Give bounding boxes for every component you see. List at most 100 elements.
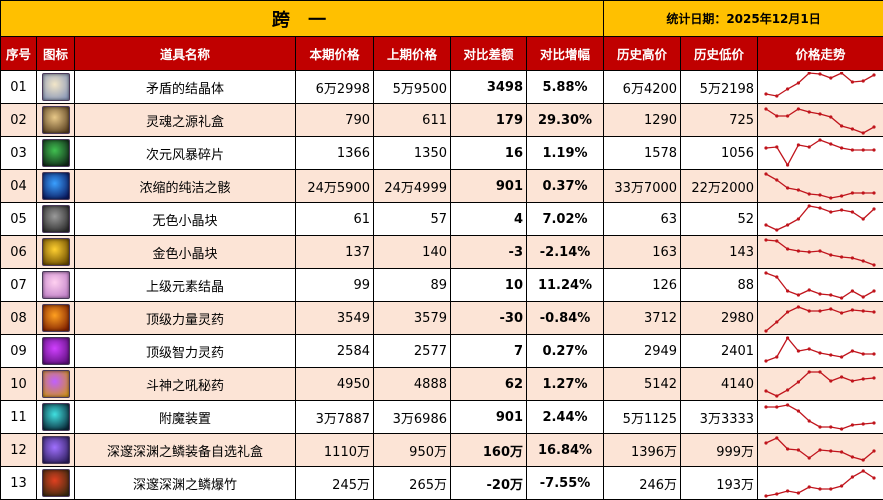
crystal-icon xyxy=(41,73,70,101)
price-change-pct: 1.19% xyxy=(525,136,605,170)
historical-high: 3712 xyxy=(603,301,682,335)
current-price: 1110万 xyxy=(295,433,374,467)
row-index: 02 xyxy=(0,103,37,137)
sparkline-chart xyxy=(764,237,876,267)
table-row: 03 次元风暴碎片 1366 1350 16 1.19% 1578 1056 xyxy=(0,136,883,170)
price-change-pct: 29.30% xyxy=(525,103,605,137)
previous-price: 4888 xyxy=(373,367,451,401)
power-elixir-icon xyxy=(41,304,70,332)
historical-high: 163 xyxy=(603,235,682,269)
historical-high: 33万7000 xyxy=(603,169,682,203)
current-price: 137 xyxy=(295,235,374,269)
previous-price: 57 xyxy=(373,202,451,236)
historical-low: 1056 xyxy=(680,136,759,170)
col-header-hist-low: 历史低价 xyxy=(680,36,759,71)
table-row: 04 浓缩的纯洁之骸 24万5900 24万4999 901 0.37% 33万… xyxy=(0,169,883,203)
item-icon-cell xyxy=(36,466,75,500)
current-price: 2584 xyxy=(295,334,374,368)
firecracker-icon xyxy=(41,469,70,497)
price-trend-sparkline xyxy=(757,433,883,467)
price-diff: -3 xyxy=(450,235,527,269)
item-icon-cell xyxy=(36,136,75,170)
row-index: 09 xyxy=(0,334,37,368)
historical-high: 126 xyxy=(603,268,682,302)
price-diff: -30 xyxy=(450,301,527,335)
sparkline-chart xyxy=(764,171,876,200)
price-change-pct: 0.27% xyxy=(525,334,605,368)
previous-price: 5万9500 xyxy=(373,70,451,104)
historical-high: 1290 xyxy=(603,103,682,137)
table-row: 10 斗神之吼秘药 4950 4888 62 1.27% 5142 4140 xyxy=(0,367,883,401)
header-row: 序号 图标 道具名称 本期价格 上期价格 对比差额 对比增幅 历史高价 历史低价… xyxy=(0,36,883,71)
sparkline-chart xyxy=(764,402,876,431)
price-change-pct: 11.24% xyxy=(525,268,605,302)
col-header-pct: 对比增幅 xyxy=(525,36,605,71)
col-header-name: 道具名称 xyxy=(74,36,296,71)
table-row: 08 顶级力量灵药 3549 3579 -30 -0.84% 3712 2980 xyxy=(0,301,883,335)
sparkline-chart xyxy=(764,71,876,98)
stat-date: 统计日期：2025年12月1日 xyxy=(603,0,883,37)
item-name: 顶级力量灵药 xyxy=(74,301,296,335)
intellect-elixir-icon xyxy=(41,337,70,365)
item-icon-cell xyxy=(36,169,75,203)
historical-low: 22万2000 xyxy=(680,169,759,203)
current-price: 4950 xyxy=(295,367,374,401)
sparkline-chart xyxy=(764,369,876,398)
previous-price: 140 xyxy=(373,235,451,269)
row-index: 10 xyxy=(0,367,37,401)
row-index: 05 xyxy=(0,202,37,236)
col-header-trend: 价格走势 xyxy=(757,36,883,71)
row-index: 06 xyxy=(0,235,37,269)
price-diff: 62 xyxy=(450,367,527,401)
row-index: 01 xyxy=(0,70,37,104)
table-row: 09 顶级智力灵药 2584 2577 7 0.27% 2949 2401 xyxy=(0,334,883,368)
sparkline-chart xyxy=(764,304,876,333)
table-row: 01 矛盾的结晶体 6万2998 5万9500 3498 5.88% 6万420… xyxy=(0,70,883,104)
item-name: 顶级智力灵药 xyxy=(74,334,296,368)
price-trend-sparkline xyxy=(757,202,883,236)
col-header-previous-price: 上期价格 xyxy=(373,36,451,71)
price-diff: 160万 xyxy=(450,433,527,467)
current-price: 3万7887 xyxy=(295,400,374,434)
previous-price: 3579 xyxy=(373,301,451,335)
row-index: 13 xyxy=(0,466,37,500)
historical-low: 88 xyxy=(680,268,759,302)
essence-icon xyxy=(41,172,70,200)
price-diff: 10 xyxy=(450,268,527,302)
price-change-pct: 1.27% xyxy=(525,367,605,401)
historical-high: 5万1125 xyxy=(603,400,682,434)
price-change-pct: -0.84% xyxy=(525,301,605,335)
previous-price: 89 xyxy=(373,268,451,302)
previous-price: 611 xyxy=(373,103,451,137)
element-crystal-icon xyxy=(41,271,70,299)
row-index: 12 xyxy=(0,433,37,467)
previous-price: 950万 xyxy=(373,433,451,467)
sparkline-chart xyxy=(764,270,876,300)
item-icon-cell xyxy=(36,301,75,335)
table-row: 11 附魔装置 3万7887 3万6986 901 2.44% 5万1125 3… xyxy=(0,400,883,434)
current-price: 790 xyxy=(295,103,374,137)
item-icon-cell xyxy=(36,367,75,401)
price-diff: 901 xyxy=(450,400,527,434)
sparkline-chart xyxy=(764,137,876,167)
colorless-cube-icon xyxy=(41,205,70,233)
price-change-pct: 7.02% xyxy=(525,202,605,236)
table-row: 13 深邃深渊之鳞爆竹 245万 265万 -20万 -7.55% 246万 1… xyxy=(0,466,883,500)
item-name: 深邃深渊之鳞爆竹 xyxy=(74,466,296,500)
item-name: 浓缩的纯洁之骸 xyxy=(74,169,296,203)
price-trend-sparkline xyxy=(757,235,883,269)
item-icon-cell xyxy=(36,400,75,434)
item-name: 次元风暴碎片 xyxy=(74,136,296,170)
price-trend-sparkline xyxy=(757,103,883,137)
row-index: 04 xyxy=(0,169,37,203)
current-price: 24万5900 xyxy=(295,169,374,203)
historical-low: 2980 xyxy=(680,301,759,335)
item-icon-cell xyxy=(36,334,75,368)
current-price: 61 xyxy=(295,202,374,236)
col-header-index: 序号 xyxy=(0,36,37,71)
price-trend-sparkline xyxy=(757,367,883,401)
gold-cube-icon xyxy=(41,238,70,266)
historical-high: 1578 xyxy=(603,136,682,170)
historical-low: 999万 xyxy=(680,433,759,467)
item-name: 斗神之吼秘药 xyxy=(74,367,296,401)
